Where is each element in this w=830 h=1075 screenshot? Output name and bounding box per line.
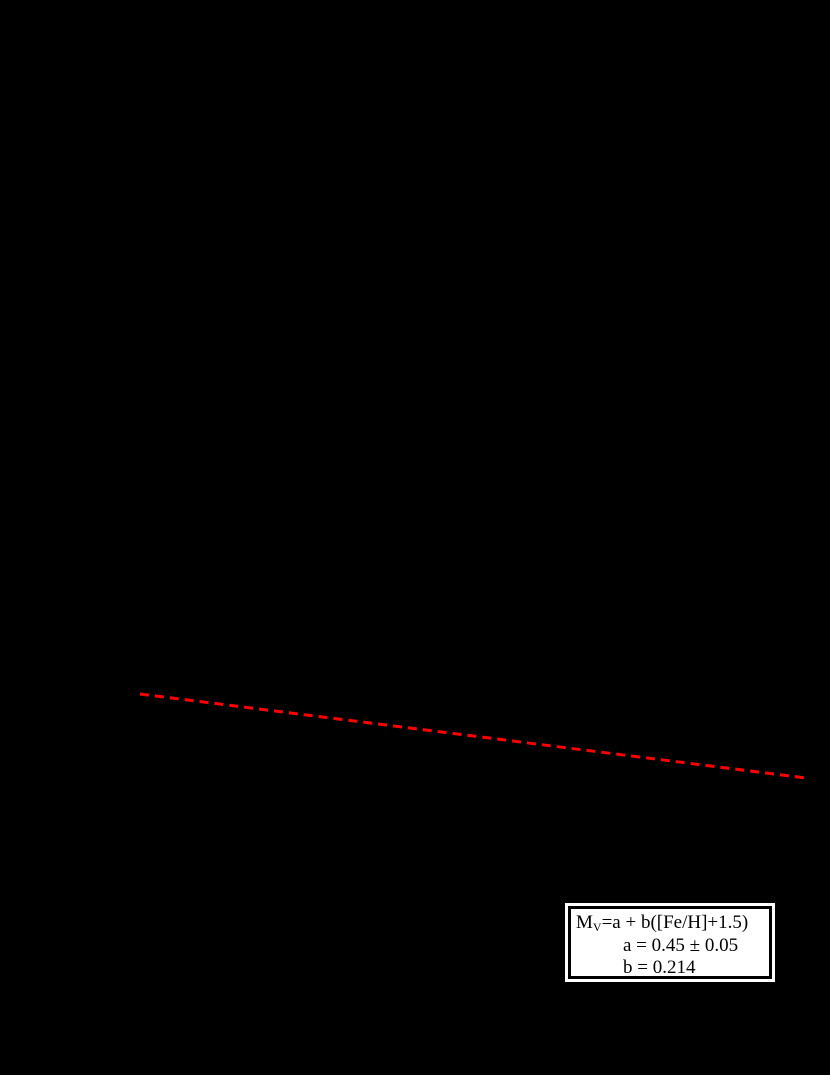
legend-inner-border: MV=a + b([Fe/H]+1.5) a = 0.45 ± 0.05 b =…	[570, 908, 770, 978]
legend-box: MV=a + b([Fe/H]+1.5) a = 0.45 ± 0.05 b =…	[565, 903, 775, 982]
legend-formula: MV=a + b([Fe/H]+1.5)	[576, 912, 748, 938]
formula-rest: =a + b([Fe/H]+1.5)	[601, 912, 749, 933]
formula-subscript: V	[592, 920, 602, 934]
legend-param-b: b = 0.214	[623, 957, 696, 978]
formula-prefix: M	[576, 912, 593, 933]
fit-line	[139, 692, 807, 780]
legend-param-a: a = 0.45 ± 0.05	[623, 935, 739, 956]
